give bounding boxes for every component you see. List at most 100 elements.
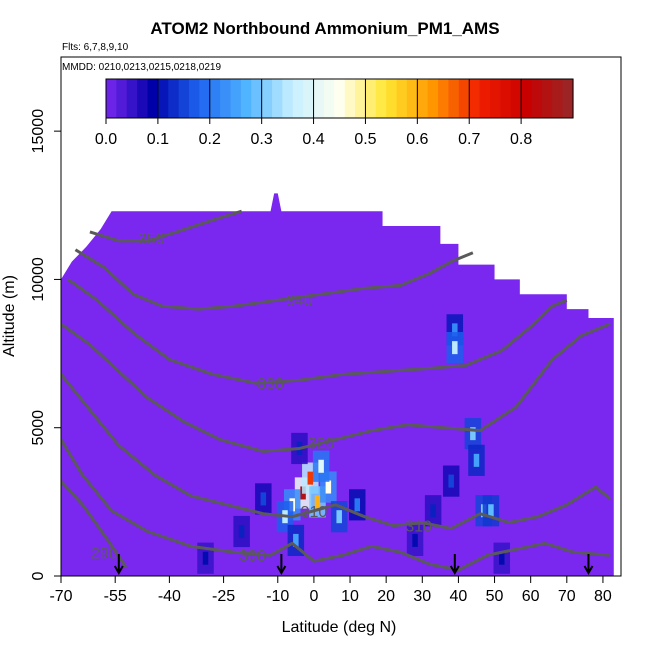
- colorbar-tick-label: 0.7: [458, 131, 480, 148]
- colorbar-swatch: [406, 79, 418, 118]
- colorbar-swatch: [126, 79, 138, 118]
- y-tick-label: 0: [30, 571, 47, 580]
- colorbar-tick-label: 0.5: [354, 131, 376, 148]
- colorbar-swatch: [541, 79, 553, 118]
- colorbar-tick-label: 0.8: [510, 131, 532, 148]
- contour-label: 290: [91, 545, 118, 562]
- contour-label: 330: [257, 376, 284, 393]
- x-axis-label: Latitude (deg N): [282, 619, 397, 636]
- x-tick-label: -55: [104, 588, 127, 605]
- heatmap-cell: [452, 341, 458, 355]
- colorbar-swatch: [334, 79, 346, 118]
- colorbar-swatch: [116, 79, 128, 118]
- axes: -70 -55 -40 -25 -10 0 10 20 30 40 50 60 70 80 0 5000 100…: [30, 109, 612, 605]
- heatmap-cell: [307, 471, 314, 485]
- contour-line-330: [67, 278, 568, 385]
- colorbar-swatch: [209, 79, 221, 118]
- heatmap-cell: [260, 492, 267, 506]
- heatmap-cell: [202, 551, 209, 565]
- colorbar-tick-label: 0.3: [251, 131, 273, 148]
- colorbar-swatch: [157, 79, 169, 118]
- contour-label: 310: [301, 504, 328, 521]
- contour-label: 350: [138, 231, 165, 248]
- colorbar-swatch: [106, 79, 117, 118]
- heatmap-cell: [336, 510, 342, 524]
- colorbar-tick-label: 0.0: [95, 131, 117, 148]
- colorbar-swatch: [531, 79, 543, 118]
- colorbar-swatch: [458, 79, 470, 118]
- x-tick-label: 70: [558, 588, 576, 605]
- contour-line-290: [61, 480, 128, 568]
- x-tick-label: 50: [486, 588, 504, 605]
- heatmap-cell: [318, 459, 324, 473]
- colorbar-swatch: [489, 79, 501, 118]
- colorbar-swatch: [199, 79, 211, 118]
- x-tick-label: 30: [413, 588, 431, 605]
- colorbar-tick-label: 0.6: [406, 131, 428, 148]
- contour-label: 320: [308, 436, 335, 453]
- colorbar-swatch: [323, 79, 335, 118]
- heatmap-cell: [314, 495, 321, 509]
- x-tick-label: 10: [341, 588, 359, 605]
- colorbar-swatch: [375, 79, 387, 118]
- y-tick-label: 10000: [30, 257, 47, 302]
- colorbar-swatch: [448, 79, 460, 118]
- colorbar-tick-label: 0.1: [147, 131, 169, 148]
- colorbar-swatch: [500, 79, 512, 118]
- contour-line-320: [61, 322, 611, 453]
- colorbar-swatch: [137, 79, 149, 118]
- colorbar-swatch: [292, 79, 304, 118]
- x-tick-label: 20: [377, 588, 395, 605]
- colorbar-swatch: [282, 79, 294, 118]
- colorbar-swatch: [438, 79, 450, 118]
- colorbar-swatch: [303, 79, 315, 118]
- flights-note: Flts: 6,7,8,9,10: [62, 42, 129, 53]
- y-tick-label: 5000: [30, 410, 47, 446]
- colorbar-swatch: [147, 79, 159, 118]
- colorbar-swatch: [427, 79, 439, 118]
- heatmap-cell: [452, 323, 458, 337]
- heatmap-cell: [499, 551, 505, 565]
- colorbar-swatch: [386, 79, 398, 118]
- x-tick-label: -40: [158, 588, 181, 605]
- colorbar-swatch: [510, 79, 522, 118]
- colorbar-swatch: [251, 79, 263, 118]
- heatmap-cell: [473, 453, 480, 467]
- colorbar-swatch: [365, 79, 377, 118]
- contour-line-310: [61, 373, 612, 531]
- x-tick-label: 80: [594, 588, 612, 605]
- colorbar-swatch: [272, 79, 284, 118]
- contour-label: 300: [239, 548, 266, 565]
- contour-line-350: [89, 209, 243, 243]
- colorbar-swatch: [220, 79, 232, 118]
- profile-marker-head: [276, 565, 287, 576]
- colorbar-swatch: [313, 79, 325, 118]
- x-tick-label: -25: [212, 588, 235, 605]
- heatmap-cell: [412, 533, 418, 547]
- chart-title: ATOM2 Northbound Ammonium_PM1_AMS: [150, 19, 500, 38]
- colorbar-swatch: [562, 79, 574, 118]
- colorbar-swatch: [469, 79, 481, 118]
- x-tick-label: 40: [450, 588, 468, 605]
- profile-marker-head: [583, 565, 594, 576]
- heatmap-cell: [325, 480, 332, 494]
- x-tick-label: 60: [522, 588, 540, 605]
- profile-marker-head: [113, 565, 124, 576]
- x-tick-label: -10: [266, 588, 289, 605]
- colorbar-swatch: [230, 79, 242, 118]
- contour-label: 310: [405, 519, 432, 536]
- heatmap-cell: [293, 533, 299, 547]
- contour-line-340: [74, 248, 474, 311]
- heatmap-cell: [470, 427, 476, 441]
- colorbar-swatch: [261, 79, 273, 118]
- heatmap-cell: [430, 504, 436, 518]
- heatmap-cell: [488, 504, 494, 518]
- contour-line-300: [61, 438, 611, 572]
- data-region: [61, 193, 614, 576]
- x-tick-label: -70: [49, 588, 72, 605]
- profile-markers: [113, 554, 594, 576]
- colorbar-tick-label: 0.4: [302, 131, 324, 148]
- profile-marker-head: [449, 565, 460, 576]
- colorbar-swatch: [344, 79, 356, 118]
